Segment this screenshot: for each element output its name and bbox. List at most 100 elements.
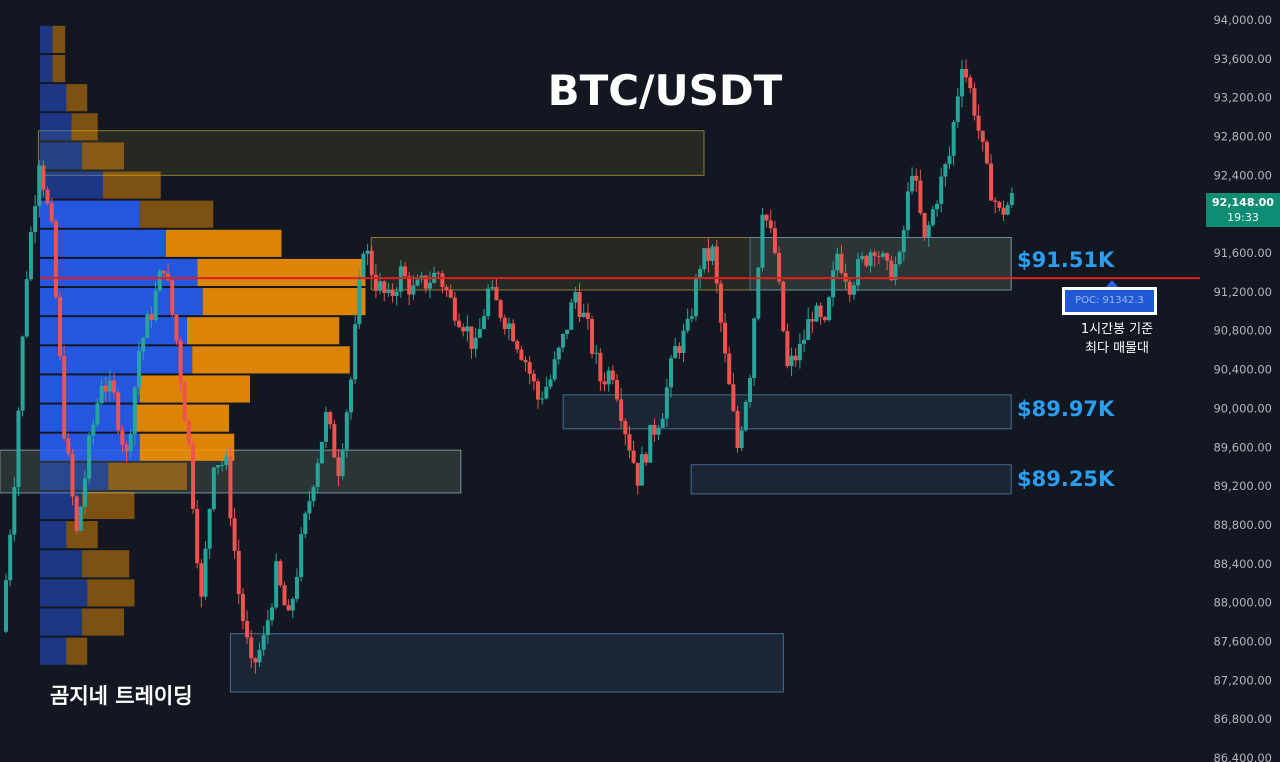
- candle-body: [515, 341, 520, 350]
- axis-tick-label: 94,000.00: [1213, 13, 1272, 27]
- candle-body: [519, 349, 524, 360]
- candle-body: [897, 252, 902, 265]
- profile-buy-bar: [40, 113, 72, 141]
- candle-body: [232, 518, 237, 551]
- profile-sell-bar: [71, 113, 98, 141]
- candle-body: [407, 276, 412, 295]
- candle-body: [619, 399, 624, 421]
- candle-body: [681, 330, 686, 354]
- candle-body: [336, 457, 341, 477]
- candle-body: [394, 291, 399, 297]
- profile-buy-bar: [40, 521, 67, 549]
- candle-body: [560, 333, 565, 348]
- candle-body: [536, 381, 541, 400]
- candle-body: [594, 352, 599, 354]
- candle-body: [806, 319, 811, 340]
- poc-note-line1: 1시간봉 기준: [1080, 322, 1154, 337]
- candle-body: [249, 637, 254, 659]
- zone-box: [37, 130, 705, 176]
- profile-sell-bar: [52, 54, 66, 83]
- candle-body: [257, 649, 262, 663]
- candle-body: [490, 287, 495, 289]
- candle-body: [893, 264, 898, 281]
- candle-body: [91, 424, 96, 436]
- candle-body: [677, 345, 682, 354]
- candle-body: [328, 412, 333, 425]
- candle-body: [718, 283, 723, 323]
- candle-body: [477, 328, 482, 338]
- candle-body: [282, 585, 287, 606]
- candle-body: [178, 340, 183, 383]
- candle-body: [922, 212, 927, 237]
- candle-body: [103, 385, 108, 392]
- candle-body: [299, 534, 304, 578]
- profile-sell-bar: [52, 25, 66, 53]
- candle-body: [752, 318, 757, 378]
- candle-body: [976, 115, 981, 131]
- candle-body: [635, 462, 640, 486]
- zone-box: [690, 464, 1012, 495]
- profile-sell-bar: [192, 346, 350, 374]
- candle-body: [590, 318, 595, 354]
- candle-body: [918, 180, 923, 213]
- candle-body: [577, 291, 582, 318]
- candle-body: [581, 312, 586, 318]
- candle-body: [174, 314, 179, 341]
- candle-body: [378, 281, 383, 291]
- candle-body: [261, 635, 266, 650]
- candle-body: [224, 456, 229, 465]
- candle-body: [1001, 207, 1006, 215]
- candle-body: [112, 380, 117, 393]
- current-price: 92,148.00: [1212, 196, 1274, 209]
- candle-body: [199, 563, 204, 597]
- candle-body: [16, 410, 21, 488]
- candle-body: [972, 88, 977, 116]
- profile-sell-bar: [134, 404, 229, 432]
- watermark: 곰지네 트레이딩: [50, 684, 193, 708]
- candle-body: [357, 277, 362, 325]
- candle-body: [901, 230, 906, 253]
- profile-sell-bar: [202, 288, 366, 316]
- candle-body: [1005, 204, 1010, 215]
- candle-body: [935, 203, 940, 210]
- candle-body: [955, 96, 960, 122]
- candle-body: [818, 305, 823, 318]
- candle-body: [20, 336, 25, 411]
- candle-body: [41, 165, 46, 190]
- candle-body: [639, 454, 644, 486]
- candle-body: [294, 577, 299, 599]
- candle-body: [573, 291, 578, 303]
- candle-body: [777, 253, 782, 282]
- axis-tick-label: 90,400.00: [1213, 363, 1272, 377]
- candle-body: [444, 287, 449, 291]
- candle-body: [822, 317, 827, 321]
- profile-sell-bar: [82, 491, 135, 520]
- candle-body: [656, 427, 661, 435]
- candle-body: [373, 274, 378, 291]
- candle-body: [286, 605, 291, 611]
- axis-tick-label: 89,200.00: [1213, 479, 1272, 493]
- poc-note: 1시간봉 기준 최다 매물대: [1062, 320, 1172, 358]
- candle-body: [448, 290, 453, 298]
- profile-buy-bar: [40, 171, 103, 199]
- axis-tick-label: 88,400.00: [1213, 557, 1272, 571]
- candle-body: [78, 506, 83, 531]
- candle-body: [382, 281, 387, 293]
- candle-body: [565, 329, 570, 334]
- candle-body: [116, 392, 121, 431]
- chart-title: BTC/USDT: [547, 66, 783, 115]
- candle-body: [951, 121, 956, 156]
- candle-body: [315, 463, 320, 487]
- candle-body: [107, 380, 112, 392]
- candle-body: [802, 339, 807, 344]
- candle-body: [735, 410, 740, 449]
- candle-body: [602, 381, 607, 385]
- candle-body: [905, 191, 910, 231]
- candles-layer: [4, 59, 1014, 674]
- candle-body: [943, 164, 948, 177]
- candle-body: [145, 314, 150, 338]
- zone-label-91k: $91.51K: [1017, 247, 1115, 272]
- candle-body: [270, 607, 275, 621]
